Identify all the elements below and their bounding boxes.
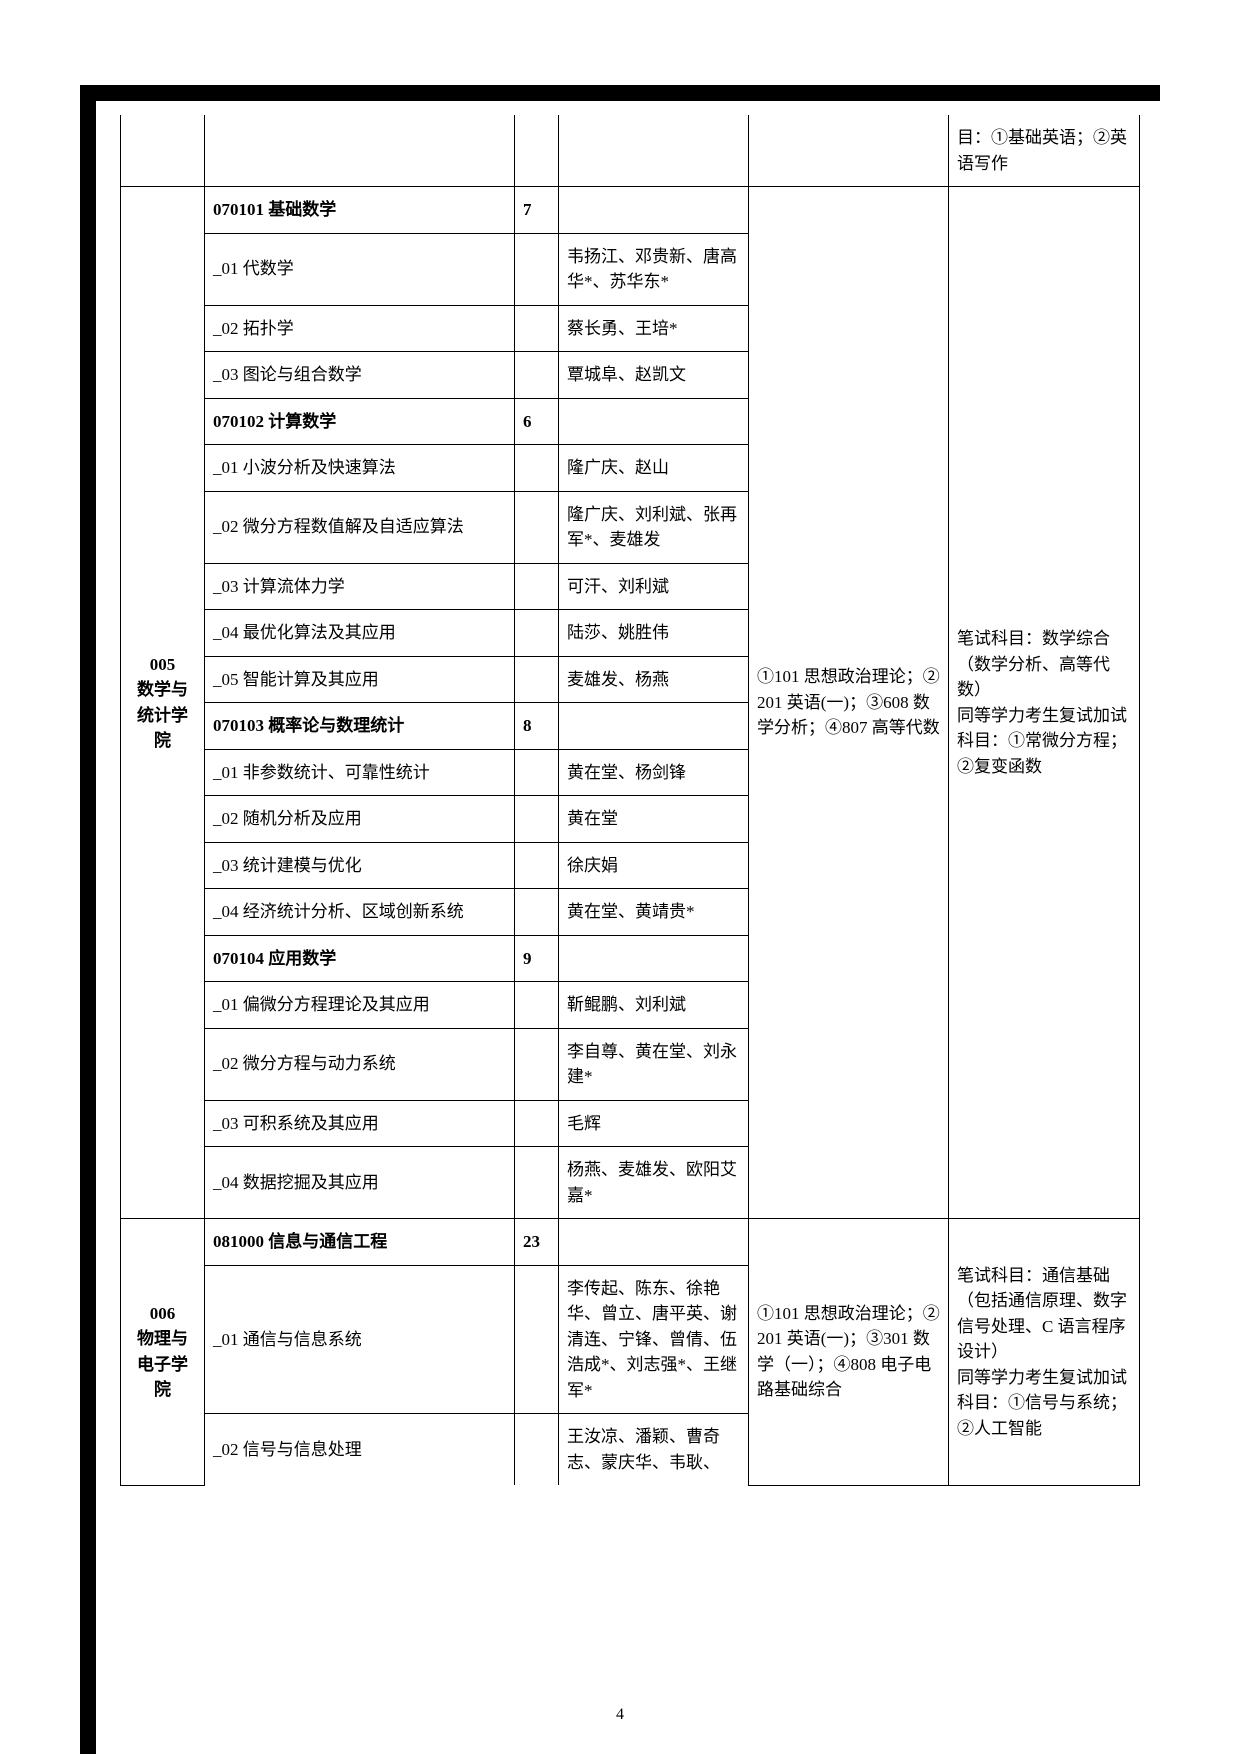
faculty-cell: 覃城阜、赵凯文 bbox=[559, 352, 749, 399]
faculty-cell bbox=[559, 187, 749, 234]
table-row: 目：①基础英语；②英语写作 bbox=[121, 115, 1140, 187]
dept-cell: 006 物理与电子学院 bbox=[121, 1219, 205, 1486]
page-number: 4 bbox=[0, 1706, 1240, 1724]
num-cell bbox=[515, 1147, 559, 1219]
table-row: 006 物理与电子学院 081000 信息与通信工程 23 ①101 思想政治理… bbox=[121, 1219, 1140, 1266]
faculty-cell: 蔡长勇、王培* bbox=[559, 305, 749, 352]
dept-cell: 005 数学与统计学院 bbox=[121, 187, 205, 1219]
num-cell bbox=[515, 233, 559, 305]
num-cell bbox=[515, 1265, 559, 1414]
exam-cell: ①101 思想政治理论；②201 英语(一)；③301 数学（一）；④808 电… bbox=[749, 1219, 949, 1486]
faculty-cell bbox=[559, 398, 749, 445]
exam-cell: ①101 思想政治理论；②201 英语(一)；③608 数学分析；④807 高等… bbox=[749, 187, 949, 1219]
faculty-cell bbox=[559, 935, 749, 982]
major-cell: _03 计算流体力学 bbox=[205, 563, 515, 610]
major-cell: _01 非参数统计、可靠性统计 bbox=[205, 749, 515, 796]
faculty-cell: 可汗、刘利斌 bbox=[559, 563, 749, 610]
major-cell: 070103 概率论与数理统计 bbox=[205, 703, 515, 750]
num-cell bbox=[515, 491, 559, 563]
major-cell: _01 通信与信息系统 bbox=[205, 1265, 515, 1414]
num-cell bbox=[515, 445, 559, 492]
faculty-cell: 隆广庆、刘利斌、张再军*、麦雄发 bbox=[559, 491, 749, 563]
note-cell: 笔试科目：通信基础（包括通信原理、数字信号处理、C 语言程序设计） 同等学力考生… bbox=[949, 1219, 1140, 1486]
num-cell bbox=[515, 305, 559, 352]
major-cell: _03 统计建模与优化 bbox=[205, 842, 515, 889]
faculty-cell: 李自尊、黄在堂、刘永建* bbox=[559, 1028, 749, 1100]
faculty-cell: 陆莎、姚胜伟 bbox=[559, 610, 749, 657]
faculty-cell: 徐庆娟 bbox=[559, 842, 749, 889]
major-cell: _02 拓扑学 bbox=[205, 305, 515, 352]
num-cell bbox=[515, 889, 559, 936]
num-cell bbox=[515, 1414, 559, 1486]
note-cell: 目：①基础英语；②英语写作 bbox=[949, 115, 1140, 187]
num-cell bbox=[515, 796, 559, 843]
faculty-cell bbox=[559, 1219, 749, 1266]
major-cell: 070104 应用数学 bbox=[205, 935, 515, 982]
major-cell: _01 代数学 bbox=[205, 233, 515, 305]
faculty-cell bbox=[559, 703, 749, 750]
major-cell: _02 微分方程与动力系统 bbox=[205, 1028, 515, 1100]
main-table-container: 目：①基础英语；②英语写作 005 数学与统计学院 070101 基础数学 7 … bbox=[120, 115, 1140, 1486]
num-cell bbox=[515, 1028, 559, 1100]
num-cell: 9 bbox=[515, 935, 559, 982]
faculty-cell: 黄在堂、杨剑锋 bbox=[559, 749, 749, 796]
faculty-cell: 麦雄发、杨燕 bbox=[559, 656, 749, 703]
major-cell: _01 小波分析及快速算法 bbox=[205, 445, 515, 492]
faculty-cell: 隆广庆、赵山 bbox=[559, 445, 749, 492]
major-cell: _02 信号与信息处理 bbox=[205, 1414, 515, 1486]
major-cell: _03 图论与组合数学 bbox=[205, 352, 515, 399]
num-cell bbox=[515, 982, 559, 1029]
major-cell: _01 偏微分方程理论及其应用 bbox=[205, 982, 515, 1029]
major-cell: _02 随机分析及应用 bbox=[205, 796, 515, 843]
faculty-cell: 黄在堂、黄靖贵* bbox=[559, 889, 749, 936]
catalog-table: 目：①基础英语；②英语写作 005 数学与统计学院 070101 基础数学 7 … bbox=[120, 115, 1140, 1486]
major-cell: _02 微分方程数值解及自适应算法 bbox=[205, 491, 515, 563]
major-cell: 070102 计算数学 bbox=[205, 398, 515, 445]
num-cell bbox=[515, 842, 559, 889]
major-cell: 081000 信息与通信工程 bbox=[205, 1219, 515, 1266]
num-cell bbox=[515, 610, 559, 657]
faculty-cell: 王汝凉、潘颖、曹奇志、蒙庆华、韦耿、 bbox=[559, 1414, 749, 1486]
num-cell bbox=[515, 352, 559, 399]
num-cell bbox=[515, 656, 559, 703]
num-cell: 7 bbox=[515, 187, 559, 234]
num-cell bbox=[515, 1100, 559, 1147]
major-cell: _03 可积系统及其应用 bbox=[205, 1100, 515, 1147]
table-row: 005 数学与统计学院 070101 基础数学 7 ①101 思想政治理论；②2… bbox=[121, 187, 1140, 234]
faculty-cell: 李传起、陈东、徐艳华、曾立、唐平英、谢清连、宁锋、曾倩、伍浩成*、刘志强*、王继… bbox=[559, 1265, 749, 1414]
faculty-cell: 靳鲲鹏、刘利斌 bbox=[559, 982, 749, 1029]
major-cell: _04 经济统计分析、区域创新系统 bbox=[205, 889, 515, 936]
major-cell: 070101 基础数学 bbox=[205, 187, 515, 234]
num-cell: 23 bbox=[515, 1219, 559, 1266]
faculty-cell: 韦扬江、邓贵新、唐高华*、苏华东* bbox=[559, 233, 749, 305]
major-cell: _04 最优化算法及其应用 bbox=[205, 610, 515, 657]
num-cell: 8 bbox=[515, 703, 559, 750]
num-cell bbox=[515, 749, 559, 796]
major-cell: _05 智能计算及其应用 bbox=[205, 656, 515, 703]
faculty-cell: 杨燕、麦雄发、欧阳艾嘉* bbox=[559, 1147, 749, 1219]
faculty-cell: 黄在堂 bbox=[559, 796, 749, 843]
faculty-cell: 毛辉 bbox=[559, 1100, 749, 1147]
num-cell: 6 bbox=[515, 398, 559, 445]
note-cell: 笔试科目：数学综合（数学分析、高等代数） 同等学力考生复试加试科目：①常微分方程… bbox=[949, 187, 1140, 1219]
major-cell: _04 数据挖掘及其应用 bbox=[205, 1147, 515, 1219]
num-cell bbox=[515, 563, 559, 610]
